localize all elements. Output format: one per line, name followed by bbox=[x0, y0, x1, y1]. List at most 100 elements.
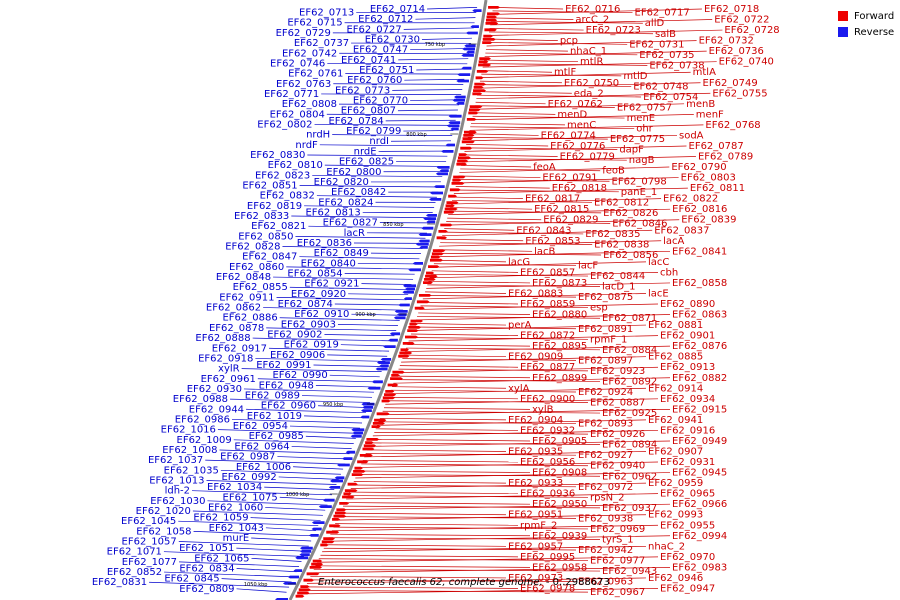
gene-label[interactable]: EF62_0961 bbox=[201, 374, 256, 385]
gene-label[interactable]: EF62_0964 bbox=[234, 441, 289, 452]
gene-label[interactable]: EF62_0856 bbox=[603, 250, 658, 261]
gene-label[interactable]: EF62_0791 bbox=[542, 173, 597, 184]
gene-label[interactable]: EF62_0988 bbox=[173, 394, 228, 405]
gene-label[interactable]: EF62_1075 bbox=[223, 492, 278, 503]
gene-label[interactable]: EF62_1045 bbox=[121, 516, 176, 527]
gene-label[interactable]: EF62_0871 bbox=[602, 313, 657, 324]
gene-label[interactable]: EF62_0761 bbox=[288, 69, 343, 80]
gene-label[interactable]: EF62_0826 bbox=[603, 208, 658, 219]
gene-label[interactable]: EF62_0817 bbox=[525, 194, 580, 205]
gene-label[interactable]: EF62_0899 bbox=[532, 373, 587, 384]
gene-label[interactable]: EF62_0925 bbox=[602, 408, 657, 419]
gene-label[interactable]: EF62_0956 bbox=[520, 457, 575, 468]
gene-label[interactable]: rpsN_2 bbox=[590, 492, 625, 503]
gene-label[interactable]: EF62_0991 bbox=[256, 360, 311, 371]
gene-label[interactable]: EF62_0886 bbox=[222, 313, 277, 324]
gene-label[interactable]: EF62_0742 bbox=[282, 48, 337, 59]
gene-label[interactable]: lacG bbox=[508, 257, 530, 268]
gene-label[interactable]: EF62_0809 bbox=[179, 584, 234, 595]
gene-label[interactable]: EF62_0877 bbox=[520, 362, 575, 373]
gene-label[interactable]: EF62_1008 bbox=[162, 445, 217, 456]
gene-label[interactable]: lacB bbox=[534, 246, 555, 257]
gene-label[interactable]: EF62_0903 bbox=[281, 319, 336, 330]
gene-label[interactable]: EF62_0970 bbox=[660, 552, 715, 563]
gene-label[interactable]: EF62_0717 bbox=[635, 8, 690, 19]
gene-label[interactable]: EF62_0818 bbox=[552, 183, 607, 194]
gene-label[interactable]: EF62_1037 bbox=[148, 455, 203, 466]
gene-label[interactable]: EF62_0949 bbox=[672, 436, 727, 447]
gene-label[interactable]: EF62_1035 bbox=[164, 465, 219, 476]
gene-label[interactable]: EF62_1051 bbox=[179, 543, 234, 554]
gene-label[interactable]: EF62_0959 bbox=[648, 478, 703, 489]
gene-label[interactable]: EF62_0804 bbox=[270, 109, 325, 120]
gene-label[interactable]: EF62_0829 bbox=[543, 215, 598, 226]
gene-label[interactable]: EF62_0948 bbox=[259, 380, 314, 391]
gene-label[interactable]: EF62_0967 bbox=[590, 587, 645, 598]
gene-label[interactable]: EF62_0857 bbox=[520, 267, 575, 278]
gene-label[interactable]: EF62_0715 bbox=[287, 18, 342, 29]
gene-label[interactable]: EF62_0830 bbox=[250, 150, 305, 161]
gene-label[interactable]: EF62_0965 bbox=[660, 489, 715, 500]
gene-label[interactable]: EF62_0969 bbox=[590, 524, 645, 535]
gene-label[interactable]: menE bbox=[627, 113, 656, 124]
gene-label[interactable]: EF62_0872 bbox=[520, 331, 575, 342]
gene-label[interactable]: EF62_0946 bbox=[648, 573, 703, 584]
gene-label[interactable]: EF62_0972 bbox=[578, 482, 633, 493]
gene-label[interactable]: EF62_0727 bbox=[346, 24, 401, 35]
gene-label[interactable]: EF62_0950 bbox=[532, 499, 587, 510]
gene-label[interactable]: pcp bbox=[560, 36, 578, 47]
gene-label[interactable]: EF62_0939 bbox=[532, 531, 587, 542]
gene-label[interactable]: EF62_0878 bbox=[209, 323, 264, 334]
gene-label[interactable]: EF62_0937 bbox=[602, 503, 657, 514]
gene-label[interactable]: EF62_0977 bbox=[590, 556, 645, 567]
gene-label[interactable]: EF62_1019 bbox=[247, 411, 302, 422]
gene-label[interactable]: EF62_0754 bbox=[643, 92, 698, 103]
gene-label[interactable]: nhaC_2 bbox=[648, 541, 685, 552]
gene-label[interactable]: EF62_0833 bbox=[234, 211, 289, 222]
gene-label[interactable]: lacE bbox=[648, 288, 669, 299]
gene-label[interactable]: EF62_0762 bbox=[548, 99, 603, 110]
gene-label[interactable]: rpmF_2 bbox=[520, 520, 557, 531]
gene-label[interactable]: EF62_0921 bbox=[304, 279, 359, 290]
gene-label[interactable]: EF62_0798 bbox=[612, 176, 667, 187]
gene-label[interactable]: EF62_0730 bbox=[365, 35, 420, 46]
gene-label[interactable]: EF62_0992 bbox=[221, 472, 276, 483]
gene-label[interactable]: EF62_0779 bbox=[560, 152, 615, 163]
gene-label[interactable]: EF62_0904 bbox=[508, 415, 563, 426]
gene-label[interactable]: mtlA bbox=[693, 67, 716, 78]
gene-label[interactable]: EF62_0750 bbox=[564, 78, 619, 89]
gene-label[interactable]: nrdF bbox=[295, 140, 318, 151]
gene-label[interactable]: EF62_0881 bbox=[648, 320, 703, 331]
gene-label[interactable]: EF62_0993 bbox=[648, 510, 703, 521]
gene-label[interactable]: EF62_0859 bbox=[520, 299, 575, 310]
gene-label[interactable]: ohr bbox=[636, 124, 653, 135]
gene-label[interactable]: mtlR bbox=[580, 57, 603, 68]
gene-label[interactable]: EF62_1077 bbox=[122, 557, 177, 568]
gene-label[interactable]: EF62_0776 bbox=[550, 141, 605, 152]
gene-label[interactable]: EF62_1057 bbox=[122, 537, 177, 548]
gene-label[interactable]: EF62_1006 bbox=[236, 462, 291, 473]
gene-label[interactable]: EF62_0955 bbox=[660, 520, 715, 531]
gene-label[interactable]: EF62_0927 bbox=[578, 450, 633, 461]
gene-label[interactable]: EF62_0919 bbox=[284, 340, 339, 351]
gene-label[interactable]: EF62_0757 bbox=[617, 103, 672, 114]
gene-label[interactable]: mtlF bbox=[554, 67, 576, 78]
gene-label[interactable]: EF62_0882 bbox=[672, 373, 727, 384]
gene-label[interactable]: EF62_0935 bbox=[508, 447, 563, 458]
gene-label[interactable]: menF bbox=[696, 109, 724, 120]
gene-label[interactable]: EF62_0735 bbox=[639, 50, 694, 61]
gene-label[interactable]: EF62_1013 bbox=[149, 475, 204, 486]
gene-label[interactable]: EF62_0828 bbox=[225, 242, 280, 253]
gene-label[interactable]: lacD_1 bbox=[602, 282, 635, 293]
gene-label[interactable]: EF62_0954 bbox=[233, 421, 288, 432]
gene-label[interactable]: EF62_0713 bbox=[299, 8, 354, 19]
gene-label[interactable]: EF62_0909 bbox=[508, 352, 563, 363]
gene-label[interactable]: EF62_0807 bbox=[341, 106, 396, 117]
gene-label[interactable]: EF62_0850 bbox=[238, 231, 293, 242]
gene-label[interactable]: EF62_0718 bbox=[704, 4, 759, 15]
gene-label[interactable]: EF62_0900 bbox=[520, 394, 575, 405]
gene-label[interactable]: EF62_0755 bbox=[712, 88, 767, 99]
gene-label[interactable]: EF62_1058 bbox=[136, 526, 191, 537]
gene-label[interactable]: EF62_0789 bbox=[698, 152, 753, 163]
gene-label[interactable]: EF62_0973 bbox=[508, 573, 563, 584]
